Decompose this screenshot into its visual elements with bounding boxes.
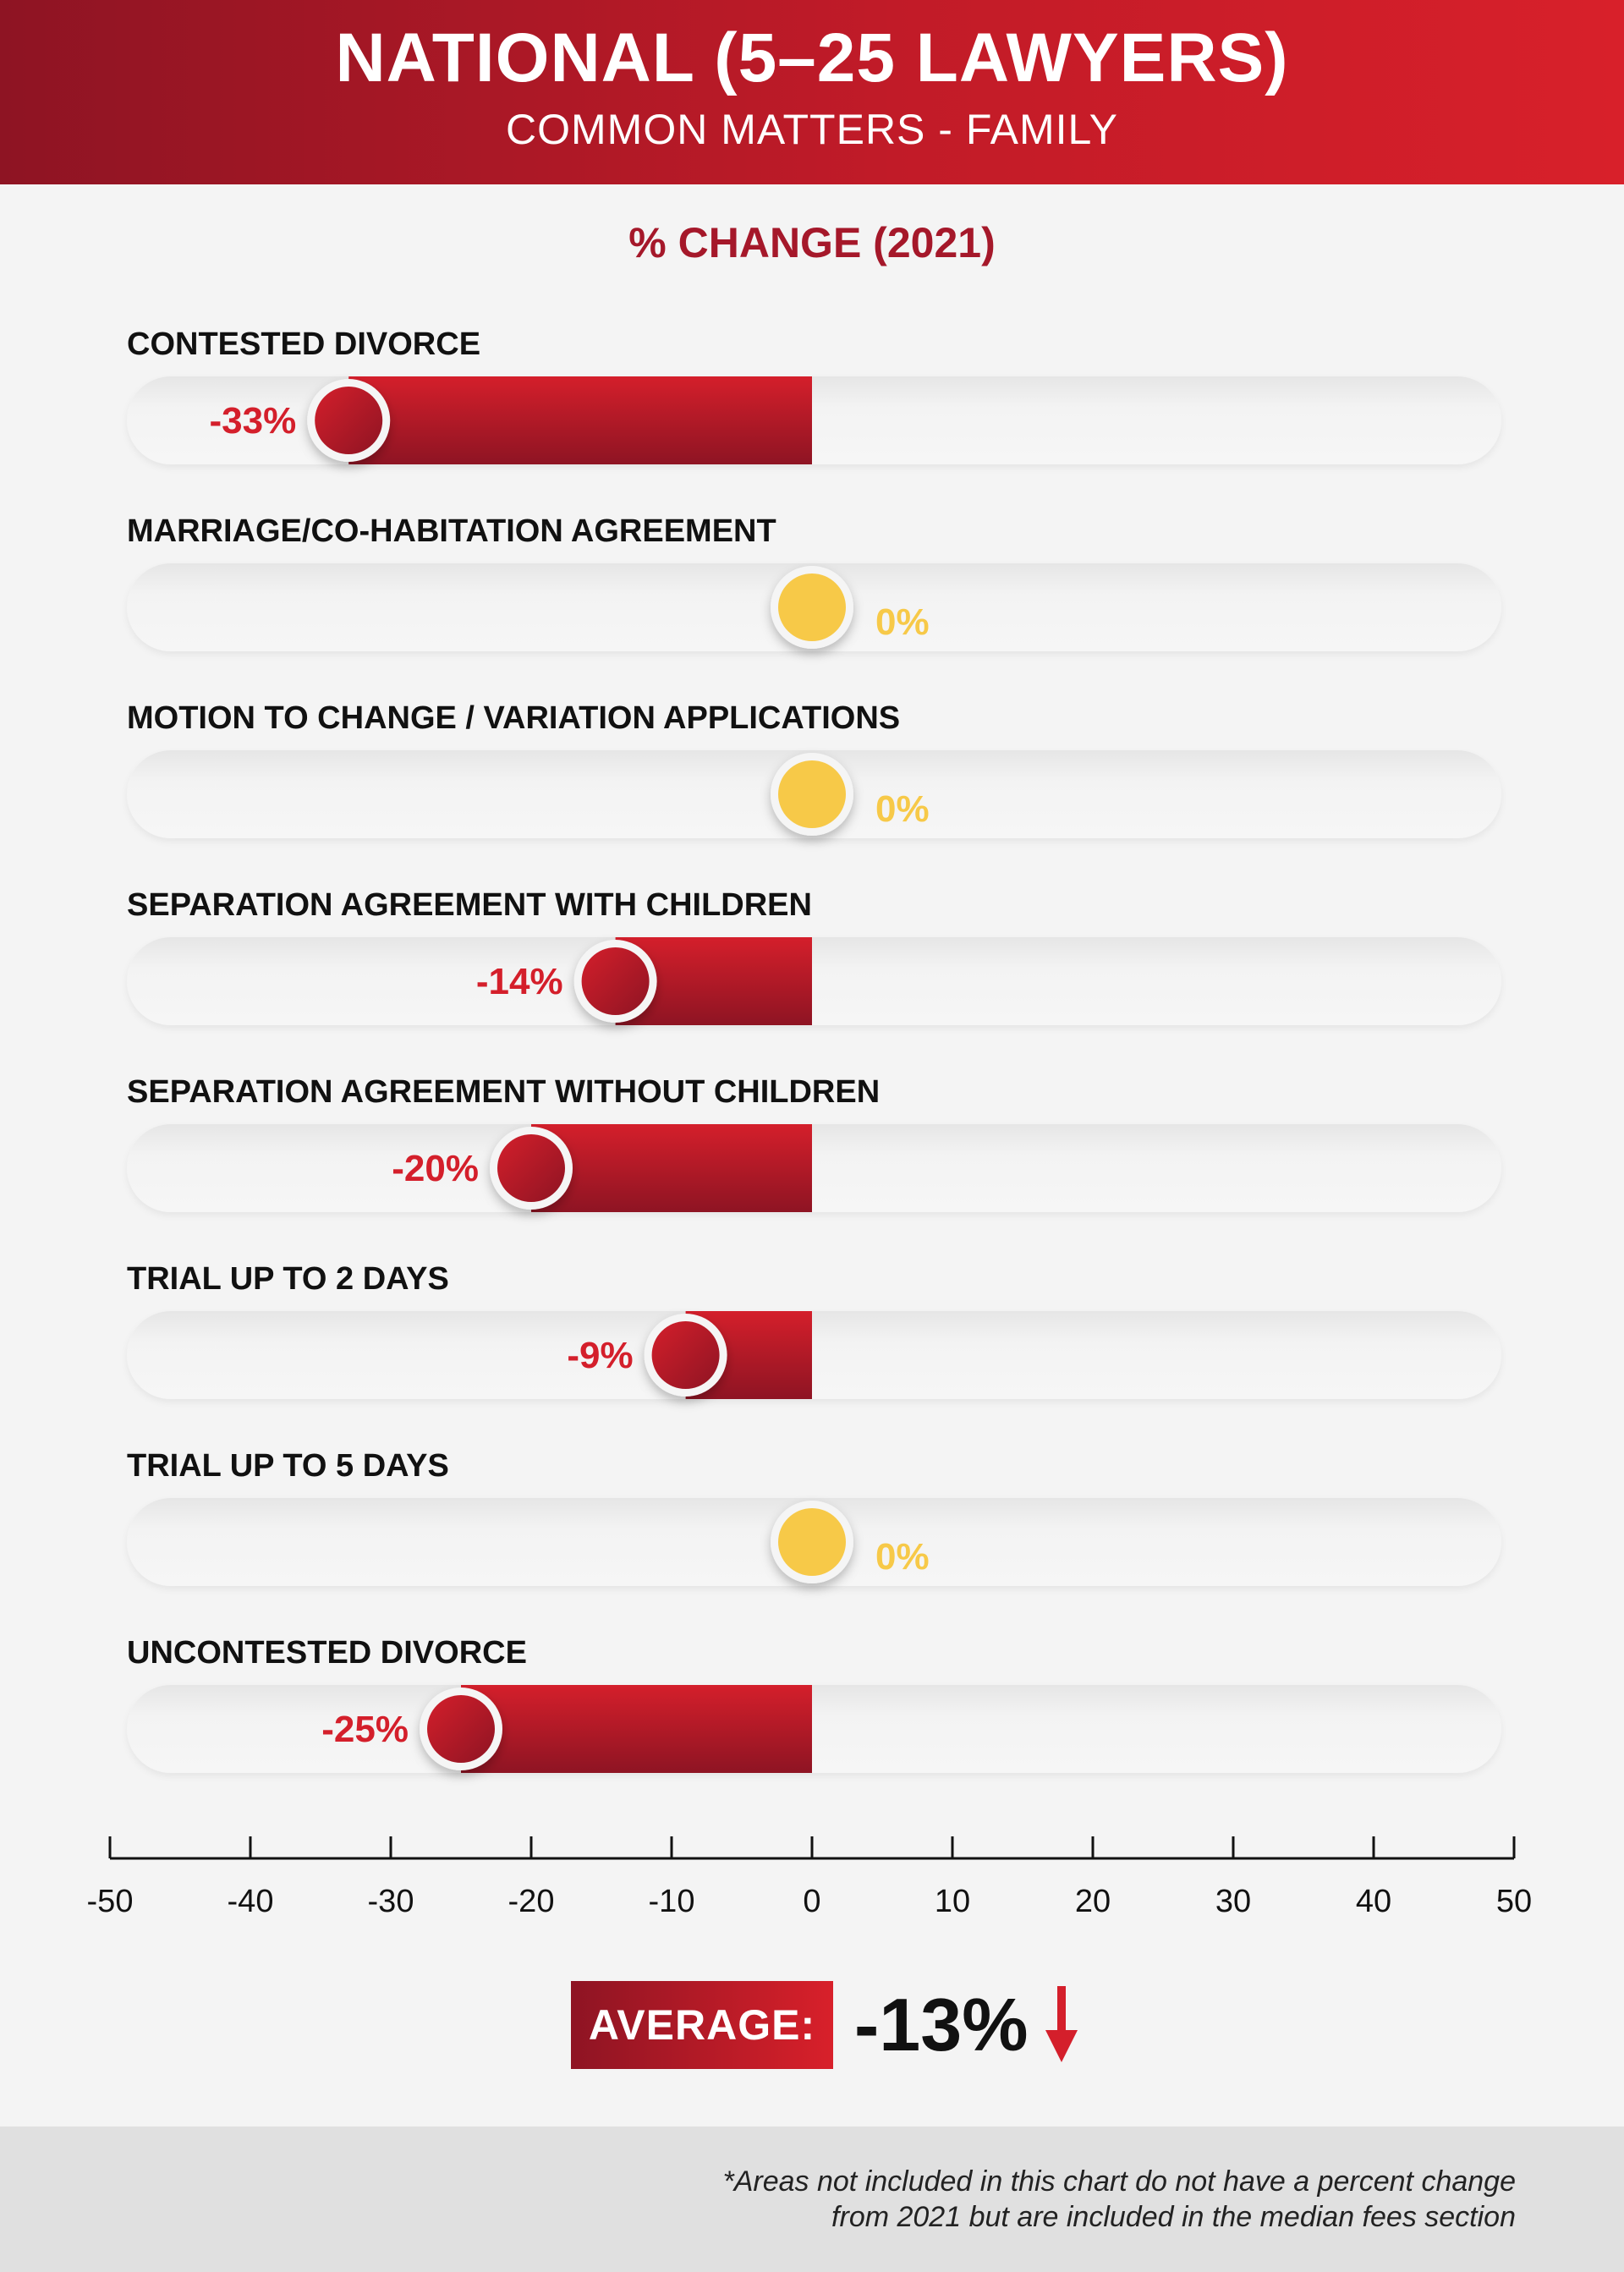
data-label: -25%: [321, 1709, 409, 1750]
data-label: -14%: [476, 961, 563, 1002]
chart-title: % CHANGE (2021): [628, 219, 996, 266]
x-axis: -50 -40 -30 -20 -10 0 10 20 30 40 50: [87, 1836, 1532, 1919]
tick-label: 30: [1215, 1884, 1251, 1919]
tick-label: -20: [508, 1884, 555, 1919]
zero-knob: [778, 760, 846, 828]
percent-change-chart: CONTESTED DIVORCE -33% MARRIAGE/CO-HABITAT…: [87, 327, 1533, 1919]
row-label: MARRIAGE/CO-HABITATION AGREEMENT: [127, 513, 776, 549]
footer: *Areas not included in this chart do not…: [0, 2127, 1624, 2272]
chart-rows: CONTESTED DIVORCE -33% MARRIAGE/CO-HABITAT…: [127, 327, 1501, 1773]
average-label: AVERAGE:: [571, 1981, 833, 2069]
tick-label: -10: [649, 1884, 695, 1919]
header-banner: NATIONAL (5–25 LAWYERS) COMMON MATTERS -…: [0, 0, 1624, 184]
average-value: -13%: [854, 1983, 1029, 2066]
chart-row: UNCONTESTED DIVORCE -25%: [127, 1635, 1501, 1773]
bar: [348, 376, 812, 464]
footnote-line-1: *Areas not included in this chart do not…: [722, 2165, 1516, 2198]
chart-row: TRIAL UP TO 2 DAYS -9%: [127, 1261, 1501, 1399]
data-label: 0%: [875, 1536, 930, 1578]
data-label: -9%: [567, 1335, 633, 1376]
zero-knob: [778, 1508, 846, 1576]
bar-knob: [497, 1134, 565, 1202]
tick-label: 10: [935, 1884, 970, 1919]
bar-knob: [427, 1695, 495, 1763]
tick-label: 40: [1356, 1884, 1391, 1919]
zero-knob: [778, 573, 846, 641]
row-label: UNCONTESTED DIVORCE: [127, 1635, 527, 1671]
bar-track: [127, 937, 1501, 1025]
data-label: -33%: [209, 400, 296, 442]
bar: [531, 1124, 812, 1212]
row-label: SEPARATION AGREEMENT WITHOUT CHILDREN: [127, 1074, 880, 1110]
chart-row: SEPARATION AGREEMENT WITHOUT CHILDREN -20…: [127, 1074, 1501, 1212]
data-label: 0%: [875, 788, 930, 830]
tick-label: -30: [368, 1884, 414, 1919]
page-title: NATIONAL (5–25 LAWYERS): [335, 19, 1289, 96]
chart-row: MOTION TO CHANGE / VARIATION APPLICATION…: [127, 700, 1501, 838]
tick-label: -50: [87, 1884, 134, 1919]
data-label: -20%: [392, 1148, 479, 1189]
chart-row: MARRIAGE/CO-HABITATION AGREEMENT 0%: [127, 513, 1501, 651]
bar-knob: [581, 947, 650, 1015]
row-label: SEPARATION AGREEMENT WITH CHILDREN: [127, 887, 812, 923]
chart-row: CONTESTED DIVORCE -33%: [127, 327, 1501, 464]
bar-track: [127, 1311, 1501, 1399]
chart-row: TRIAL UP TO 5 DAYS 0%: [127, 1448, 1501, 1586]
row-label: MOTION TO CHANGE / VARIATION APPLICATION…: [127, 700, 900, 736]
tick-label: 50: [1496, 1884, 1532, 1919]
row-label: CONTESTED DIVORCE: [127, 327, 480, 362]
page-subtitle: COMMON MATTERS - FAMILY: [506, 106, 1118, 153]
row-label: TRIAL UP TO 5 DAYS: [127, 1448, 449, 1484]
tick-label: 0: [803, 1884, 820, 1919]
bar-track: [127, 1124, 1501, 1212]
footnote: *Areas not included in this chart do not…: [722, 2164, 1516, 2235]
data-label: 0%: [875, 601, 930, 643]
bar-knob: [315, 387, 383, 454]
bar-knob: [651, 1321, 720, 1389]
row-label: TRIAL UP TO 2 DAYS: [127, 1261, 449, 1297]
tick-label: 20: [1075, 1884, 1111, 1919]
down-arrow-icon: [1045, 1986, 1078, 2062]
bar: [461, 1685, 812, 1773]
footnote-line-2: from 2021 but are included in the median…: [831, 2201, 1516, 2233]
chart-row: SEPARATION AGREEMENT WITH CHILDREN -14%: [127, 887, 1501, 1025]
tick-label: -40: [228, 1884, 274, 1919]
